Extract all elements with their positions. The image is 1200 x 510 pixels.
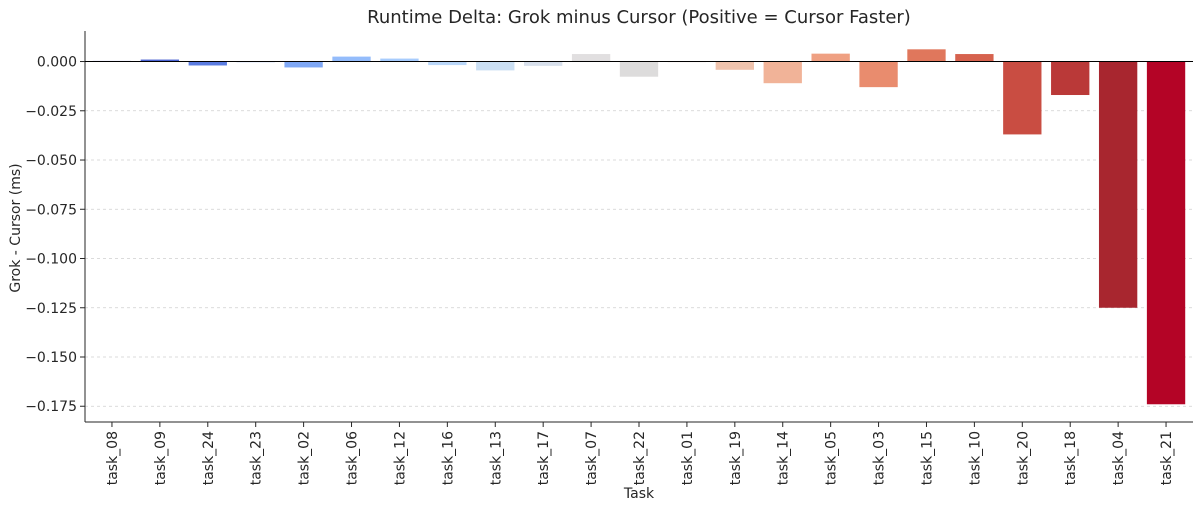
y-tick-label: −0.150 — [25, 350, 77, 366]
x-tick-label: task_01 — [680, 431, 696, 485]
x-tick-label: task_07 — [584, 431, 600, 485]
bar-task_18 — [1051, 61, 1090, 96]
x-tick-label: task_21 — [1159, 431, 1175, 485]
x-tick-label: task_17 — [536, 431, 552, 485]
bar-task_04 — [1098, 61, 1138, 308]
x-tick-label: task_22 — [632, 431, 648, 485]
y-tick-label: −0.175 — [25, 399, 77, 415]
y-tick-label: −0.050 — [25, 153, 77, 169]
x-ticks: task_08 task_09 task_24 task_23 task_02 task_… — [105, 422, 1175, 485]
bar-task_24 — [188, 61, 227, 66]
bar-task_16 — [428, 61, 467, 66]
x-tick-label: task_23 — [249, 431, 265, 485]
bar-task_15 — [907, 49, 946, 62]
y-ticks: 0.000 −0.025 −0.050 −0.075 −0.100 −0.125 −0.15… — [25, 55, 85, 415]
bars — [92, 49, 1186, 405]
bar-task_06 — [332, 56, 371, 62]
x-axis-label: Task — [623, 486, 655, 502]
x-tick-label: task_08 — [105, 431, 121, 485]
x-tick-label: task_14 — [776, 431, 792, 485]
x-tick-label: task_10 — [967, 431, 983, 485]
bar-task_09 — [140, 59, 180, 62]
x-tick-label: task_06 — [345, 431, 361, 485]
x-tick-label: task_12 — [392, 431, 408, 485]
x-tick-label: task_13 — [488, 431, 504, 485]
x-tick-label: task_02 — [297, 431, 313, 485]
chart-title: Runtime Delta: Grok minus Cursor (Positi… — [367, 7, 911, 28]
x-tick-label: task_16 — [440, 431, 456, 485]
bar-task_07 — [571, 54, 611, 62]
x-tick-label: task_03 — [872, 431, 888, 485]
x-tick-label: task_20 — [1015, 431, 1031, 485]
x-tick-label: task_04 — [1111, 431, 1127, 485]
x-tick-label: task_05 — [824, 431, 840, 485]
grid-lines — [85, 110, 1193, 407]
bar-task_10 — [955, 54, 994, 62]
y-tick-label: −0.100 — [25, 252, 77, 268]
bar-task_13 — [476, 61, 515, 71]
x-tick-label: task_24 — [201, 431, 217, 485]
bar-task_03 — [859, 61, 898, 88]
bar-task_12 — [380, 58, 419, 62]
bar-task_17 — [524, 61, 563, 66]
bar-task_19 — [715, 61, 754, 70]
x-tick-label: task_09 — [153, 431, 169, 485]
bar-task_20 — [1003, 61, 1042, 135]
y-tick-label: 0.000 — [37, 55, 77, 71]
bar-task_22 — [619, 61, 659, 77]
x-tick-label: task_19 — [728, 431, 744, 485]
y-tick-label: −0.075 — [25, 202, 77, 218]
x-tick-label: task_15 — [919, 431, 935, 485]
bar-task_02 — [284, 61, 323, 68]
bar-task_14 — [763, 61, 802, 84]
x-tick-label: task_18 — [1063, 431, 1079, 485]
bar-task_05 — [811, 53, 850, 62]
y-tick-label: −0.025 — [25, 104, 77, 120]
bar-task_21 — [1146, 61, 1186, 405]
y-tick-label: −0.125 — [25, 301, 77, 317]
y-axis-label: Grok - Cursor (ms) — [8, 163, 24, 292]
